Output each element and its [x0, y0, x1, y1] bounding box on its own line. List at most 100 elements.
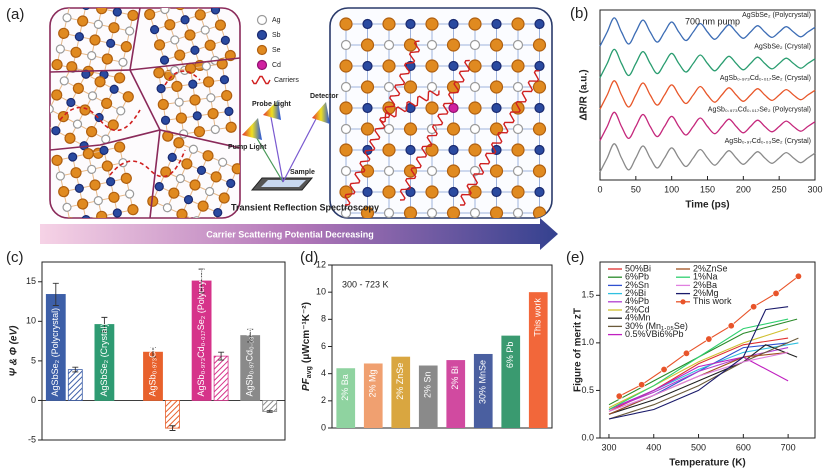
atom [125, 189, 135, 199]
x-tick-label: 200 [736, 184, 751, 194]
series-line [608, 328, 789, 409]
error-bar [101, 316, 108, 333]
atom [168, 187, 180, 199]
error-bar [266, 410, 273, 413]
error-bar [198, 268, 205, 294]
atom [469, 207, 481, 218]
legend-label: 2%Sn [625, 280, 649, 290]
bar [262, 400, 278, 412]
atom [160, 115, 171, 125]
atom [340, 165, 352, 177]
atom [51, 59, 63, 71]
atom [448, 102, 459, 114]
carrier-wave [344, 40, 421, 206]
atom [156, 84, 166, 94]
atom [340, 207, 352, 218]
bar [336, 368, 356, 428]
atom [426, 81, 438, 93]
setup-label: Detector [310, 93, 339, 100]
atom [51, 126, 61, 136]
atom [383, 207, 395, 218]
plot-frame [41, 261, 286, 441]
atom [403, 122, 418, 136]
bond [70, 220, 86, 223]
atom [512, 207, 524, 218]
atom [403, 38, 418, 52]
atom [204, 0, 217, 1]
atom [93, 196, 103, 206]
bar [165, 400, 180, 429]
atom [256, 29, 268, 41]
atom [86, 126, 98, 138]
panel-label: (b) [570, 5, 588, 22]
y-axis-label-part: avg [306, 366, 313, 378]
error-bar [247, 328, 254, 343]
atom [189, 94, 201, 106]
probe-beam [269, 111, 284, 183]
atom [127, 204, 139, 216]
atom [512, 81, 524, 93]
y-tick-label: 0.0 [581, 432, 594, 442]
series-label: AgSbSe₂ (Crystal) [754, 43, 811, 50]
atom [99, 145, 109, 155]
atom [150, 25, 160, 35]
atom [491, 102, 502, 114]
x-axis-label: Time (ps) [685, 200, 729, 211]
atom [469, 81, 481, 93]
atom [448, 18, 459, 30]
category-label: 6% Pb [505, 342, 515, 369]
atom [170, 35, 180, 45]
atom [62, 202, 72, 212]
atom [204, 39, 216, 51]
data-point [660, 366, 668, 374]
y-axis-label-part: (μWcm⁻¹K⁻²) [301, 302, 312, 363]
atom [64, 132, 76, 144]
atom [362, 186, 373, 198]
atom [426, 123, 438, 135]
atom [339, 59, 353, 73]
x-tick-label: 700 [781, 442, 796, 452]
atom [197, 200, 209, 212]
prism [312, 102, 330, 124]
atom [382, 143, 396, 157]
atom [339, 17, 353, 31]
legend-label: 2%Ba [693, 280, 717, 290]
atom [532, 164, 547, 178]
atom [190, 0, 200, 5]
bar [67, 369, 83, 401]
data-point [794, 272, 802, 280]
x-tick-label: 0 [597, 184, 602, 194]
atom [153, 67, 165, 79]
atom [87, 164, 97, 174]
data-point [750, 303, 758, 311]
legend-label: 2%Bi [625, 288, 646, 298]
atom [491, 186, 502, 198]
y-tick-label: 8 [321, 314, 326, 324]
atom [114, 72, 126, 84]
grain-boundary [50, 129, 240, 151]
y-tick-label: 6 [321, 341, 326, 351]
atom [339, 101, 353, 115]
atom [82, 148, 94, 160]
atom [89, 34, 101, 46]
y-tick-label: 4 [321, 368, 326, 378]
atom [360, 80, 375, 94]
atom [383, 81, 395, 93]
grain [144, 0, 236, 81]
legend-label: 30% (Mn₁.₀₅Se) [625, 321, 688, 331]
reflected-beam [282, 114, 319, 183]
legend-marker [680, 299, 686, 305]
error-bar [72, 366, 79, 373]
y-tick-label: 15 [26, 276, 36, 286]
y-axis-label: Figure of merit zT [573, 308, 584, 392]
atom [64, 0, 76, 8]
category-label: AgSb₀.₉₇Cd₀.₀₃Se₂ (Crystal) [245, 285, 255, 396]
atom [534, 102, 545, 114]
atom [426, 207, 438, 218]
x-tick-label: 100 [664, 184, 679, 194]
bond [180, 0, 195, 5]
x-tick-label: 150 [700, 184, 715, 194]
atom [403, 206, 418, 218]
atom [426, 165, 438, 177]
annotation: 700 nm pump [685, 16, 740, 26]
